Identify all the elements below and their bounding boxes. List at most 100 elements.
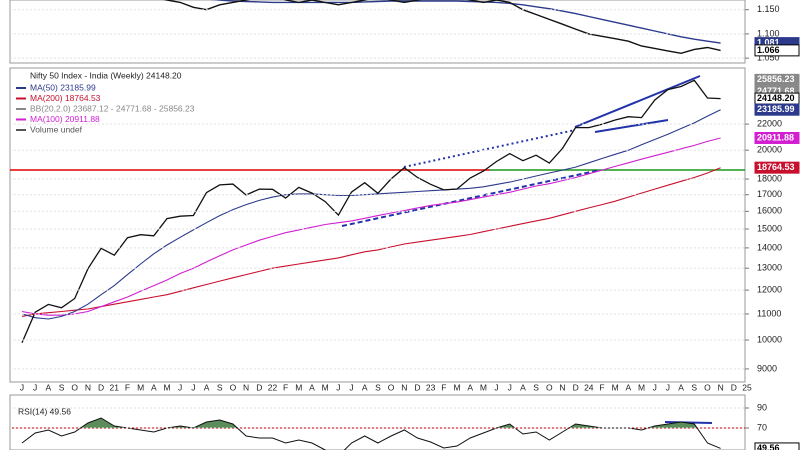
x-tick-label: A <box>309 382 315 392</box>
legend-label: MA(100) 20911.88 <box>30 114 100 124</box>
y-tick-label: 14000 <box>757 242 782 252</box>
ratio-plot <box>163 0 721 55</box>
x-tick-label: N <box>718 382 724 392</box>
y-tick-label: 70 <box>757 422 767 432</box>
x-tick-label: D <box>573 382 579 392</box>
x-tick-label: S <box>375 382 381 392</box>
y-tick-label: 10000 <box>757 334 782 344</box>
rsi-frame <box>9 394 746 450</box>
y-tick-label: 22000 <box>757 118 782 128</box>
value-label: 25856.23 <box>757 74 795 84</box>
x-tick-label: S <box>59 382 65 392</box>
legend-label: MA(50) 23185.99 <box>30 82 96 92</box>
x-tick-label: M <box>480 382 487 392</box>
trendline <box>341 169 601 227</box>
ratio-line <box>163 0 721 55</box>
price-line <box>21 167 721 317</box>
y-tick-label: 11000 <box>757 308 781 318</box>
trendline <box>403 129 576 168</box>
x-tick-label: O <box>546 382 553 392</box>
x-tick-label: 23 <box>426 382 436 392</box>
x-tick-label: A <box>204 382 210 392</box>
x-tick-label: 25 <box>742 382 752 392</box>
value-label: 1.081 <box>757 37 780 47</box>
rsi-line <box>21 417 721 450</box>
x-tick-label: O <box>71 382 78 392</box>
x-tick-label: D <box>98 382 104 392</box>
x-tick-label: M <box>295 382 302 392</box>
x-tick-label: A <box>467 382 473 392</box>
x-tick-label: N <box>243 382 249 392</box>
value-box <box>754 442 800 450</box>
x-tick-label: O <box>704 382 711 392</box>
x-tick-label: F <box>283 382 288 392</box>
value-box <box>754 161 800 174</box>
x-tick-label: M <box>638 382 645 392</box>
x-tick-label: J <box>336 382 340 392</box>
x-tick-label: J <box>653 382 657 392</box>
y-tick-label: 17000 <box>757 189 782 199</box>
value-box <box>754 73 800 86</box>
x-tick-label: A <box>678 382 684 392</box>
value-label: 23185.99 <box>757 104 795 114</box>
x-tick-label: N <box>559 382 565 392</box>
value-label: 24771.68 <box>757 86 795 96</box>
x-tick-label: A <box>520 382 526 392</box>
x-tick-label: A <box>46 382 52 392</box>
x-tick-label: S <box>217 382 223 392</box>
x-tick-label: J <box>494 382 498 392</box>
x-tick-label: J <box>508 382 512 392</box>
y-tick-label: 9000 <box>757 363 777 373</box>
x-tick-label: M <box>322 382 329 392</box>
y-tick-label: 18000 <box>757 173 782 183</box>
x-tick-label: J <box>191 382 195 392</box>
ratio-line <box>210 0 721 44</box>
value-label: 24148.20 <box>757 93 795 103</box>
trendline <box>594 119 669 133</box>
ratio-frame <box>9 0 746 64</box>
rsi-title: RSI(14) 49.56 <box>18 406 71 416</box>
x-tick-label: J <box>20 382 24 392</box>
x-tick-label: J <box>178 382 182 392</box>
x-tick-label: M <box>163 382 170 392</box>
x-tick-label: N <box>401 382 407 392</box>
price-line <box>21 79 721 344</box>
price-line <box>21 137 721 316</box>
x-tick-label: F <box>441 382 446 392</box>
value-box <box>754 44 800 57</box>
chart-title: Nifty 50 Index - India (Weekly) 24148.20 <box>30 70 182 80</box>
x-tick-label: S <box>533 382 539 392</box>
x-tick-label: A <box>362 382 368 392</box>
x-tick-label: O <box>230 382 237 392</box>
legend-label: Volume undef <box>30 124 83 134</box>
y-tick-label: 13000 <box>757 263 782 273</box>
y-tick-label: 16000 <box>757 206 782 216</box>
y-tick-label: 1.100 <box>757 28 780 38</box>
y-tick-label: 20000 <box>757 145 782 155</box>
legend-label: BB(20,2.0) 23687.12 - 24771.68 - 25856.2… <box>30 103 195 113</box>
x-tick-label: D <box>731 382 737 392</box>
y-tick-label: 12000 <box>757 284 782 294</box>
x-tick-label: A <box>626 382 632 392</box>
labels: Nifty 50 Index - India (Weekly) 24148.20… <box>12 4 800 450</box>
x-tick-label: O <box>388 382 395 392</box>
value-label: 49.56 <box>757 443 780 450</box>
value-box <box>754 131 800 144</box>
x-tick-label: M <box>453 382 460 392</box>
x-tick-label: M <box>137 382 144 392</box>
value-label: 20911.88 <box>757 132 794 142</box>
legend-bg <box>12 70 232 136</box>
x-tick-label: D <box>414 382 420 392</box>
value-label: 1.066 <box>757 45 780 55</box>
trendline <box>664 421 713 424</box>
x-tick-label: N <box>85 382 91 392</box>
y-tick-label: 1.050 <box>757 53 780 63</box>
rsi-plot <box>10 417 745 450</box>
x-tick-label: M <box>612 382 619 392</box>
y-tick-label: 90 <box>757 402 767 412</box>
x-tick-label: 22 <box>268 382 278 392</box>
x-tick-label: 21 <box>110 382 120 392</box>
x-tick-label: 24 <box>584 382 594 392</box>
x-tick-label: D <box>256 382 262 392</box>
rsi-fill <box>22 418 721 428</box>
